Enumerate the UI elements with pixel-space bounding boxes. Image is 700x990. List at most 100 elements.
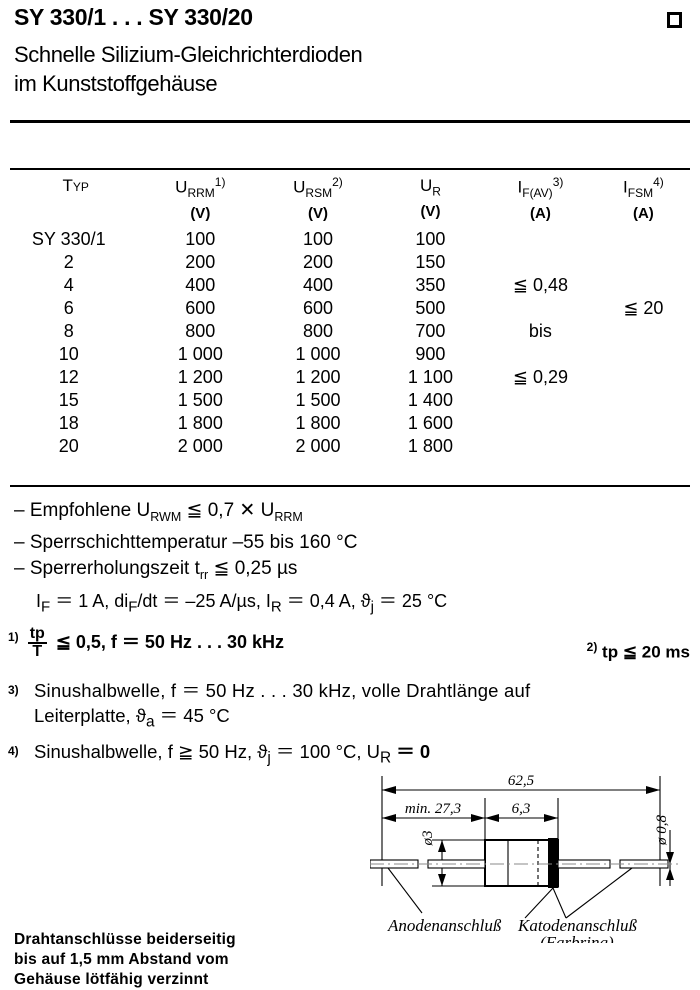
cell-ifav bbox=[484, 435, 597, 458]
fraction-numerator: tp bbox=[29, 625, 45, 642]
cell-ifsm bbox=[597, 435, 690, 458]
arrow-dia3-bottom bbox=[438, 874, 446, 886]
cell-ifav bbox=[484, 389, 597, 412]
footnote-4: 4) Sinushalbwelle, f ≧ 50 Hz, ϑj ＝ 100 °… bbox=[8, 739, 692, 771]
cell-ifsm bbox=[597, 274, 690, 297]
diode-body bbox=[484, 839, 559, 887]
label-cathode-line2: (Farbring) bbox=[540, 933, 614, 943]
footnote-3-line1: Sinushalbwelle, f ＝ 50 Hz . . . 30 kHz, … bbox=[34, 680, 531, 701]
table-head: TYP URRM1) (V) URSM2) (V) UR (V) IF(AV)3… bbox=[10, 175, 690, 228]
dim-min-label: min. 27,3 bbox=[405, 801, 461, 817]
notes-list: – Empfohlene URWM ≦ 0,7 ✕ URRM – Sperrsc… bbox=[14, 498, 686, 620]
footnote-row-3-4: 3) Sinushalbwelle, f ＝ 50 Hz . . . 30 kH… bbox=[8, 678, 692, 774]
cell-urrm: 1 500 bbox=[177, 390, 223, 410]
leader-cathode-left bbox=[524, 887, 554, 919]
table-bottom-rule bbox=[10, 485, 690, 487]
cell-ur: 1 600 bbox=[407, 413, 453, 433]
footnote-3: 3) Sinushalbwelle, f ＝ 50 Hz . . . 30 kH… bbox=[8, 678, 692, 735]
col-header-ifsm-symbol: IFSM4) bbox=[623, 175, 664, 201]
cell-ursm: 400 bbox=[302, 275, 333, 295]
arrow-total-right bbox=[646, 786, 660, 794]
col-header-ifav-unit: (A) bbox=[530, 204, 551, 222]
header-divider-rule bbox=[10, 120, 690, 123]
cell-typ: 20 bbox=[58, 436, 79, 456]
table-top-rule bbox=[10, 168, 690, 170]
label-anode: Anodenanschluß bbox=[387, 916, 502, 935]
col-header-ur-symbol: UR bbox=[419, 176, 441, 199]
note-item-junction-temp: – Sperrschichttemperatur –55 bis 160 °C bbox=[14, 531, 358, 553]
col-header-ursm: URSM2) (V) bbox=[259, 175, 377, 228]
specification-table: TYP URRM1) (V) URSM2) (V) UR (V) IF(AV)3… bbox=[10, 175, 690, 458]
cell-ifsm bbox=[597, 251, 690, 274]
cell-typ: 4 bbox=[63, 275, 74, 295]
cell-urrm: 800 bbox=[185, 321, 216, 341]
arrow-dia08-bottom bbox=[666, 868, 674, 880]
arrow-min-left bbox=[382, 814, 396, 822]
table-row: 8 800 800 700 bis bbox=[10, 320, 690, 343]
col-header-ifav: IF(AV)3) (A) bbox=[484, 175, 597, 228]
col-header-ur-unit: (V) bbox=[420, 203, 441, 221]
cell-ifsm bbox=[597, 389, 690, 412]
cell-ur: 1 800 bbox=[407, 436, 453, 456]
cell-urrm: 1 800 bbox=[177, 413, 223, 433]
table-row: 18 1 800 1 800 1 600 bbox=[10, 412, 690, 435]
table-row: 6 600 600 500 ≦ 20 bbox=[10, 297, 690, 320]
cell-ur: 1 400 bbox=[407, 390, 453, 410]
cell-ifsm bbox=[597, 228, 690, 251]
cell-typ: 12 bbox=[58, 367, 79, 387]
table-row: 12 1 200 1 200 1 100 ≦ 0,29 bbox=[10, 366, 690, 389]
footnote-4-line1: Sinushalbwelle, f ≧ 50 Hz, ϑj ＝ 100 °C, … bbox=[34, 740, 431, 767]
col-header-typ: TYP bbox=[10, 176, 141, 228]
package-outline-drawing: 62,5 min. 27,3 6,3 ø3 ø 0,8 Anodenanschl… bbox=[369, 768, 695, 952]
table-row: 4 400 400 350 ≦ 0,48 bbox=[10, 274, 690, 297]
table-body: SY 330/1 100 100 100 2 200 200 150 4 400 400 350 ≦ 0… bbox=[10, 228, 690, 458]
table-row: 10 1 000 1 000 900 bbox=[10, 343, 690, 366]
cell-ursm: 600 bbox=[302, 298, 333, 318]
cell-typ: 15 bbox=[58, 390, 79, 410]
label-cathode-line1: Katodenanschluß bbox=[517, 916, 637, 935]
lead-finish-note: Drahtanschlüsse beiderseitig bis auf 1,5… bbox=[14, 931, 236, 988]
page-subtitle: Schnelle Silizium-Gleichrichterdioden im… bbox=[14, 42, 363, 96]
dim-body-dia-label: ø3 bbox=[420, 831, 436, 847]
cell-ifav: ≦ 0,48 bbox=[512, 275, 568, 295]
cell-ur: 900 bbox=[415, 344, 446, 364]
dim-body-label: 6,3 bbox=[512, 801, 531, 817]
cell-ifav bbox=[484, 343, 597, 366]
cell-ursm: 1 500 bbox=[295, 390, 341, 410]
page-title: SY 330/1 . . . SY 330/20 bbox=[14, 4, 253, 30]
cell-typ: 2 bbox=[63, 252, 74, 272]
col-header-urrm: URRM1) (V) bbox=[141, 175, 259, 228]
cell-urrm: 400 bbox=[185, 275, 216, 295]
cell-ursm: 2 000 bbox=[295, 436, 341, 456]
dim-total-label: 62,5 bbox=[508, 773, 535, 789]
cell-typ: SY 330/1 bbox=[31, 229, 106, 249]
table-row: 2 200 200 150 bbox=[10, 251, 690, 274]
col-header-ursm-unit: (V) bbox=[307, 204, 328, 222]
leader-cathode-far bbox=[565, 867, 633, 919]
col-header-ifsm: IFSM4) (A) bbox=[597, 175, 690, 228]
table-row: 20 2 000 2 000 1 800 bbox=[10, 435, 690, 458]
cell-typ: 10 bbox=[58, 344, 79, 364]
cell-ursm: 200 bbox=[302, 252, 333, 272]
arrow-min-right bbox=[471, 814, 485, 822]
cell-ifav bbox=[484, 251, 597, 274]
drawing-svg: 62,5 min. 27,3 6,3 ø3 ø 0,8 Anodenanschl… bbox=[369, 773, 680, 952]
cell-ur: 1 100 bbox=[407, 367, 453, 387]
col-header-ifsm-unit: (A) bbox=[632, 204, 654, 222]
col-header-typ-symbol: TYP bbox=[62, 176, 89, 195]
col-header-ifav-symbol: IF(AV)3) bbox=[517, 175, 564, 201]
cell-ifsm bbox=[597, 343, 690, 366]
arrow-body-right bbox=[544, 814, 558, 822]
cell-ur: 500 bbox=[415, 298, 446, 318]
cell-urrm: 200 bbox=[185, 252, 216, 272]
leader-anode bbox=[387, 867, 423, 914]
footnote-1: 1) tp T ≦ 0,5, f ＝ 50 Hz . . . 30 kHz bbox=[8, 625, 284, 660]
cell-urrm: 1 000 bbox=[177, 344, 223, 364]
col-header-urrm-symbol: URRM1) bbox=[175, 175, 226, 201]
arrow-body-left bbox=[485, 814, 499, 822]
cell-ifav bbox=[484, 297, 597, 320]
cell-ursm: 1 800 bbox=[295, 413, 341, 433]
cell-urrm: 2 000 bbox=[177, 436, 223, 456]
cell-ursm: 1 200 bbox=[295, 367, 341, 387]
